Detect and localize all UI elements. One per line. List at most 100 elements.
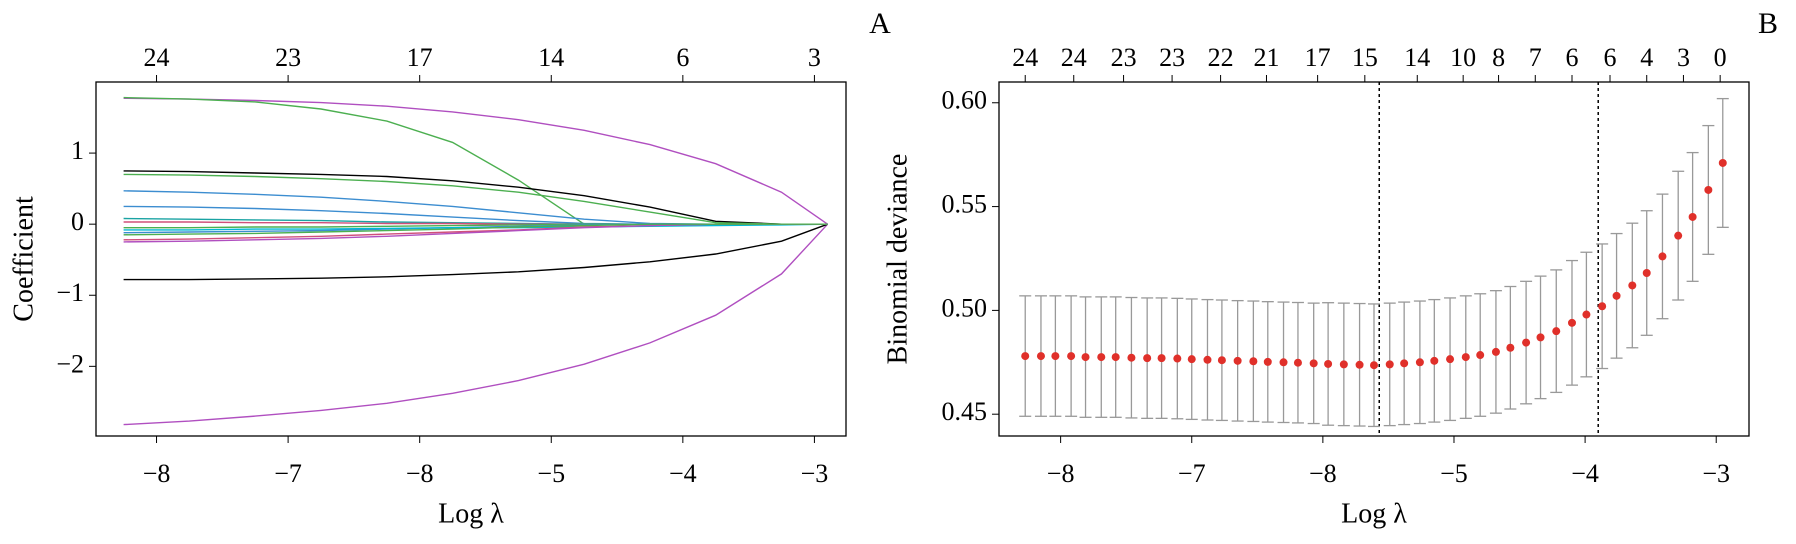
point [1612,291,1621,300]
top-tick-label: 24 [144,43,170,72]
top-tick-label: 10 [1450,43,1476,72]
top-tick-label: 23 [1111,43,1137,72]
point [1552,327,1561,336]
x-tick-label: −3 [1702,459,1730,488]
point [1522,338,1531,347]
point [1400,359,1409,368]
point [1036,352,1045,361]
point [1567,318,1576,327]
point [1157,354,1166,363]
plot-frame [95,81,847,437]
x-tick-label: −3 [801,459,829,488]
top-tick-label: 3 [1677,43,1690,72]
point [1143,354,1152,363]
point [1658,252,1667,261]
coefficient-path [123,173,828,225]
coefficient-path [123,170,828,225]
coefficient-path [123,96,828,225]
point [1674,231,1683,240]
point [1461,353,1470,362]
point [1081,353,1090,362]
top-tick-label: 17 [1305,43,1331,72]
x-tick-label: −8 [143,459,171,488]
point [1491,347,1500,356]
y-axis-label: Binomial deviance [882,154,913,365]
point [1642,269,1651,278]
point [1111,353,1120,362]
point [1506,343,1515,352]
point [1446,355,1455,364]
point [1355,360,1364,369]
x-tick-label: −4 [669,459,697,488]
point [1476,351,1485,360]
y-tick-label: 0.60 [942,86,988,115]
top-tick-label: 23 [275,43,301,72]
x-tick-label: −5 [1440,459,1468,488]
point [1704,185,1713,194]
top-tick-label: 6 [1604,43,1617,72]
y-tick-label: −1 [56,278,84,307]
point [1187,355,1196,364]
point [1718,158,1727,167]
plot-frame [998,81,1750,437]
coefficient-path [123,223,828,281]
top-tick-label: 14 [1404,43,1430,72]
top-tick-label: 7 [1529,43,1542,72]
point [1688,212,1697,221]
point [1217,356,1226,365]
point [1370,361,1378,370]
top-tick-label: 3 [808,43,821,72]
x-axis-label: Log λ [1341,498,1407,529]
point [1598,302,1607,311]
coefficient-path [123,223,828,236]
point [1415,358,1424,367]
point [1628,281,1637,290]
point [1233,356,1242,365]
x-tick-label: −7 [274,459,302,488]
y-tick-label: 0 [71,207,84,236]
point [1051,352,1060,361]
top-tick-label: 8 [1492,43,1505,72]
point [1324,359,1333,368]
point [1097,353,1106,362]
top-tick-label: 0 [1714,43,1727,72]
point [1582,310,1591,319]
coefficient-path [123,97,828,225]
y-tick-label: 0.45 [942,397,988,426]
top-tick-label: 24 [1012,43,1038,72]
panel-label: A [869,7,891,40]
panel-label: B [1758,7,1778,40]
y-tick-label: 1 [71,136,84,165]
top-tick-label: 23 [1159,43,1185,72]
point [1430,356,1439,365]
point [1021,352,1030,361]
top-tick-label: 6 [1565,43,1578,72]
top-tick-label: 17 [407,43,433,72]
x-axis-label: Log λ [438,498,504,529]
coefficient-path [123,223,829,426]
point [1249,357,1258,366]
top-tick-label: 21 [1253,43,1279,72]
top-tick-label: 4 [1640,43,1653,72]
point [1279,358,1288,367]
x-tick-label: −8 [406,459,434,488]
top-tick-label: 24 [1061,43,1087,72]
y-tick-label: 0.50 [942,293,988,322]
x-tick-label: −4 [1571,459,1599,488]
top-tick-label: 15 [1352,43,1378,72]
x-tick-label: −8 [1047,459,1075,488]
point [1309,359,1318,368]
point [1203,355,1212,364]
point [1173,354,1182,363]
x-tick-label: −8 [1309,459,1337,488]
point [1385,360,1394,369]
point [1293,358,1302,367]
point [1127,353,1136,362]
point [1067,352,1076,361]
top-tick-label: 22 [1208,43,1234,72]
x-tick-label: −5 [537,459,565,488]
y-tick-label: 0.55 [942,190,988,219]
y-axis-label: Coefficient [8,196,39,322]
y-tick-label: −2 [56,349,84,378]
